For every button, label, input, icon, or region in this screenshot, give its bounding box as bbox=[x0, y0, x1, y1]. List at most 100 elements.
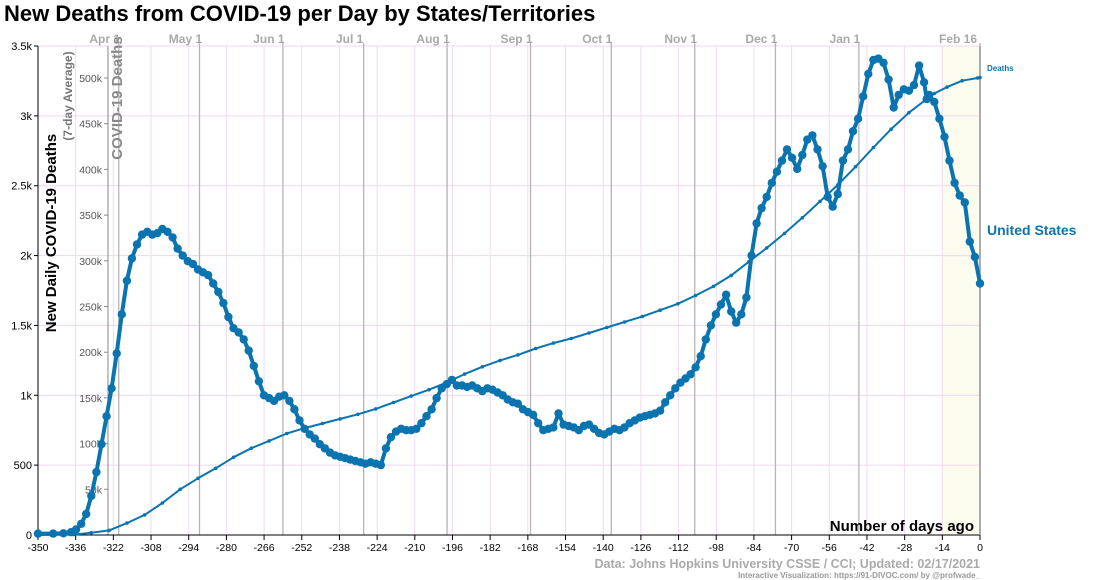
y-left-tick-label: 500 bbox=[14, 460, 32, 472]
month-marker-label: Jan 1 bbox=[830, 32, 861, 46]
y-left-tick-label: 3k bbox=[20, 111, 32, 123]
y-right-tick-label: 350k bbox=[79, 210, 103, 222]
data-point-deaths bbox=[373, 407, 378, 411]
data-point-united-states bbox=[77, 519, 86, 528]
data-point-deaths bbox=[89, 530, 94, 535]
recent-data-shade bbox=[942, 46, 980, 535]
x-tick-label: -70 bbox=[784, 542, 799, 554]
data-point-united-states bbox=[549, 423, 558, 432]
month-marker-label: Sep 1 bbox=[501, 32, 533, 46]
data-point-united-states bbox=[203, 270, 213, 280]
data-point-united-states bbox=[249, 361, 258, 371]
data-point-deaths bbox=[356, 412, 360, 417]
data-point-united-states bbox=[92, 467, 101, 477]
month-marker-label: Jul 1 bbox=[336, 32, 364, 46]
data-point-united-states bbox=[417, 419, 426, 428]
data-point-united-states bbox=[102, 412, 111, 421]
data-point-deaths bbox=[462, 372, 467, 376]
data-point-united-states bbox=[112, 349, 121, 358]
data-point-deaths bbox=[267, 439, 271, 443]
y-right-tick-label: 300k bbox=[79, 256, 103, 268]
data-point-united-states bbox=[554, 409, 563, 418]
data-point-united-states bbox=[772, 167, 782, 176]
data-point-deaths bbox=[693, 293, 698, 298]
data-point-united-states bbox=[732, 318, 741, 327]
data-point-deaths bbox=[71, 532, 76, 537]
data-point-united-states bbox=[737, 310, 746, 319]
data-point-deaths bbox=[836, 183, 840, 187]
axes: 0 500 1k 1.5k 2k 2.5k 3k 3.5k -350 -336 -322 -308 -2… bbox=[11, 41, 983, 554]
data-point-united-states bbox=[127, 254, 137, 263]
data-point-united-states bbox=[813, 145, 822, 154]
data-point-deaths bbox=[427, 387, 431, 392]
data-point-united-states bbox=[655, 406, 665, 415]
data-point-deaths bbox=[729, 273, 733, 278]
data-point-deaths bbox=[516, 353, 520, 357]
data-point-united-states bbox=[843, 145, 853, 154]
data-point-deaths bbox=[249, 446, 254, 451]
x-tick-label: -126 bbox=[630, 542, 651, 554]
data-point-united-states bbox=[686, 370, 695, 379]
y-axis-label-left: New Daily COVID-19 Deaths bbox=[43, 134, 60, 332]
data-point-united-states bbox=[107, 384, 116, 393]
data-point-united-states bbox=[666, 391, 675, 400]
data-point-united-states bbox=[234, 328, 243, 337]
data-point-united-states bbox=[310, 434, 319, 443]
source-text: Data: Johns Hopkins University CSSE / CC… bbox=[594, 557, 980, 571]
data-point-united-states bbox=[214, 287, 223, 297]
data-point-united-states bbox=[742, 293, 751, 302]
x-tick-label: -196 bbox=[442, 542, 463, 554]
data-point-united-states bbox=[71, 525, 81, 534]
series-line-united-states bbox=[36, 56, 982, 536]
y-right-tick-label: 150k bbox=[79, 393, 103, 405]
data-point-united-states bbox=[97, 440, 106, 449]
data-point-deaths bbox=[285, 431, 289, 436]
data-point-deaths bbox=[587, 331, 591, 335]
data-point-deaths bbox=[924, 97, 929, 101]
x-tick-label: -210 bbox=[404, 542, 425, 554]
data-point-united-states bbox=[49, 529, 58, 538]
month-marker-label: Jun 1 bbox=[253, 32, 285, 46]
data-point-united-states bbox=[884, 75, 893, 84]
data-point-united-states bbox=[376, 460, 385, 470]
x-tick-label: -308 bbox=[141, 542, 162, 554]
data-point-united-states bbox=[711, 310, 721, 319]
month-marker-label: Apr 1 bbox=[89, 32, 120, 46]
x-tick-label: -294 bbox=[178, 542, 199, 554]
data-point-united-states bbox=[534, 419, 543, 428]
data-point-united-states bbox=[757, 203, 766, 213]
data-point-deaths bbox=[907, 110, 911, 115]
data-point-united-states bbox=[117, 310, 127, 319]
data-point-deaths bbox=[889, 127, 893, 131]
y-right-tick-label: 400k bbox=[79, 164, 103, 176]
data-point-united-states bbox=[671, 384, 680, 393]
data-point-deaths bbox=[125, 521, 129, 525]
x-tick-label: -98 bbox=[709, 542, 724, 554]
data-point-united-states bbox=[706, 321, 716, 330]
data-point-deaths bbox=[640, 314, 645, 319]
x-tick-label: -14 bbox=[935, 542, 950, 554]
data-point-united-states bbox=[178, 251, 187, 260]
data-point-deaths bbox=[800, 216, 805, 220]
data-point-deaths bbox=[818, 199, 822, 204]
data-point-deaths bbox=[711, 284, 716, 289]
data-point-united-states bbox=[701, 335, 710, 344]
data-point-united-states bbox=[87, 491, 96, 501]
credit-text: Interactive Visualization: https://91-DI… bbox=[738, 571, 980, 580]
x-tick-label: -56 bbox=[822, 542, 837, 554]
y-axis-label-left-subtitle: (7-day Average) bbox=[61, 51, 75, 140]
data-point-deaths bbox=[871, 145, 876, 150]
data-point-united-states bbox=[661, 398, 670, 407]
y-left-tick-label: 2.5k bbox=[11, 181, 32, 193]
y-left-tick-label: 2k bbox=[20, 251, 32, 263]
data-point-united-states bbox=[879, 58, 888, 67]
data-point-united-states bbox=[716, 300, 726, 309]
data-point-united-states bbox=[853, 114, 863, 123]
data-point-united-states bbox=[904, 86, 914, 95]
month-marker-label: Dec 1 bbox=[745, 32, 777, 46]
data-point-deaths bbox=[676, 302, 680, 306]
data-point-united-states bbox=[173, 244, 182, 253]
data-point-united-states bbox=[285, 396, 294, 406]
data-point-united-states bbox=[122, 276, 132, 285]
month-marker-label: May 1 bbox=[169, 32, 203, 46]
